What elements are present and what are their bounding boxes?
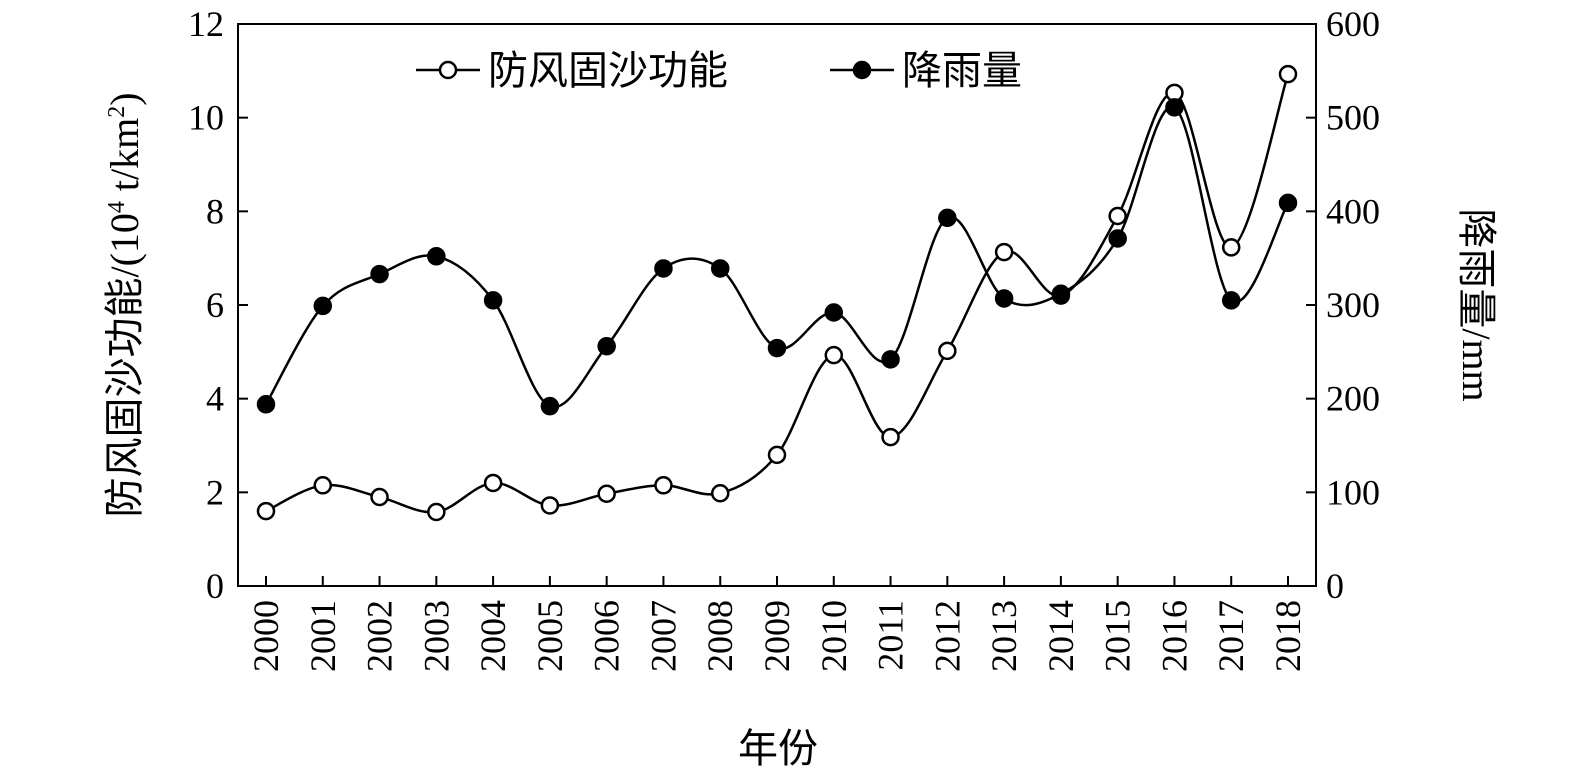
x-axis-title: 年份 — [738, 726, 818, 771]
y-axis-left-title-mid: t/km — [102, 118, 147, 201]
x-tick-label: 2000 — [246, 600, 286, 672]
x-tick-label: 2015 — [1098, 600, 1138, 672]
series-1-point — [994, 242, 1014, 262]
y-right-tick-label: 300 — [1326, 285, 1380, 325]
series-2-point — [427, 247, 446, 266]
series-1-point — [824, 345, 844, 365]
series-2-point — [1278, 193, 1298, 213]
y-axis-left-title-sup2: 2 — [104, 106, 130, 118]
legend-series-1-marker — [438, 60, 458, 80]
y-left-tick-label: 10 — [188, 98, 224, 138]
series-2-point — [710, 259, 730, 278]
series-2-point — [881, 350, 900, 369]
series-2-point — [1108, 229, 1127, 248]
series-2-point — [1165, 98, 1184, 117]
series-1-point — [427, 502, 446, 522]
series-2-line — [264, 105, 1290, 409]
x-tick-label: 2014 — [1041, 600, 1081, 672]
x-tick-label: 2003 — [416, 600, 456, 672]
x-tick-label: 2007 — [643, 600, 683, 672]
x-tick-label: 2001 — [303, 600, 343, 672]
x-tick-label: 2013 — [984, 600, 1024, 672]
y-right-tick-label: 100 — [1326, 472, 1380, 512]
legend-series-2-marker — [852, 60, 872, 80]
y-left-tick-label: 6 — [206, 285, 224, 325]
x-tick-label: 2017 — [1211, 600, 1251, 672]
y-right-tick-label: 600 — [1326, 4, 1380, 44]
series-1-point — [767, 445, 787, 465]
series-1-point — [370, 487, 389, 507]
series-2-point — [370, 264, 389, 284]
series-2-point — [1051, 284, 1071, 304]
x-tick-label: 2012 — [927, 600, 967, 672]
x-tick-label: 2011 — [871, 600, 911, 671]
y-left-tick-label: 0 — [206, 566, 224, 606]
series-1-point — [256, 501, 276, 521]
series-1-point — [1278, 64, 1298, 84]
y-left-tick-label: 12 — [188, 4, 224, 44]
series-1-point — [1221, 238, 1241, 257]
series-2-point — [767, 338, 787, 358]
x-tick-label: 2018 — [1268, 600, 1308, 672]
legend-series-2-label: 降雨量 — [902, 48, 1022, 93]
x-tick-label: 2005 — [530, 600, 570, 672]
series-2-point — [597, 336, 616, 356]
series-2-point — [938, 208, 957, 228]
series-1-point — [483, 473, 503, 493]
series-layer — [256, 64, 1298, 522]
series-2-point — [540, 396, 560, 416]
series-1-point — [597, 484, 616, 503]
series-2-point — [824, 303, 844, 322]
y-right-tick-label: 200 — [1326, 379, 1380, 419]
series-1-point — [938, 341, 957, 361]
x-tick-label: 2010 — [814, 600, 854, 672]
y-axis-left-title: 防风固沙功能/(104 t/km2) — [102, 92, 147, 517]
series-1-point — [881, 427, 900, 447]
y-axis-left-title-prefix: 防风固沙功能/(10 — [102, 213, 147, 517]
series-1-point — [710, 484, 730, 503]
y-axis-left-title-suffix: ) — [102, 92, 147, 105]
series-1-line — [265, 73, 1290, 514]
x-tick-label: 2002 — [360, 600, 400, 672]
y-axis-left-title-sup1: 4 — [104, 201, 130, 213]
y-left-tick-label: 2 — [206, 472, 224, 512]
y-right-tick-label: 500 — [1326, 98, 1380, 138]
series-2-point — [256, 395, 276, 414]
series-2-point — [654, 259, 673, 278]
x-tick-label: 2016 — [1154, 600, 1194, 672]
x-tick-label: 2008 — [700, 600, 740, 672]
y-right-tick-label: 0 — [1326, 566, 1344, 606]
series-1-point — [654, 476, 673, 495]
series-2-point — [313, 296, 333, 316]
series-2-point — [994, 289, 1014, 308]
x-tick-label: 2004 — [473, 600, 513, 672]
series-1-point — [313, 476, 333, 495]
x-tick-label: 2009 — [757, 600, 797, 672]
y-left-tick-label: 8 — [206, 191, 224, 231]
y-axis-right-title: 降雨量/mm — [1454, 208, 1499, 401]
y-left-tick-label: 4 — [206, 379, 224, 419]
series-1-point — [540, 496, 560, 515]
series-2-point — [483, 291, 503, 310]
series-1-point — [1108, 206, 1127, 226]
y-right-tick-label: 400 — [1326, 191, 1380, 231]
series-2-point — [1221, 291, 1241, 310]
legend-series-1-label: 防风固沙功能 — [488, 48, 728, 93]
plot-frame — [237, 23, 1317, 587]
legend: 防风固沙功能 降雨量 — [416, 48, 1022, 93]
axes: 0 2 4 6 8 10 12 0 100 200 300 400 500 600 2000 2001 2002… — [188, 4, 1380, 672]
x-tick-label: 2006 — [587, 600, 627, 672]
